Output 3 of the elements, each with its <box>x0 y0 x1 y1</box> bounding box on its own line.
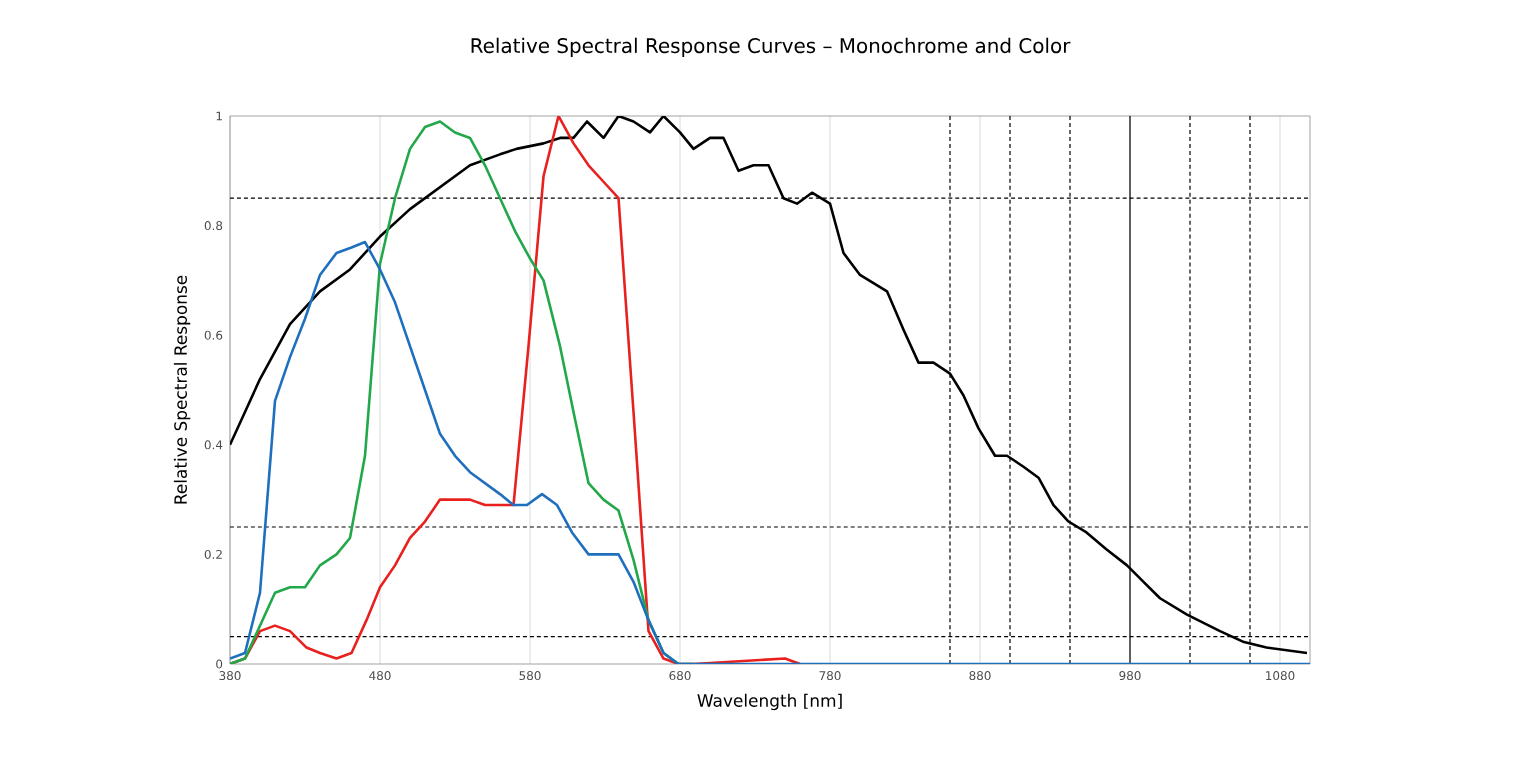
x-axis-title: Wavelength [nm] <box>697 693 842 711</box>
y-axis-title: Relative Spectral Response <box>173 275 191 504</box>
chart-title: Relative Spectral Response Curves – Monochrome and Color <box>471 37 1071 58</box>
